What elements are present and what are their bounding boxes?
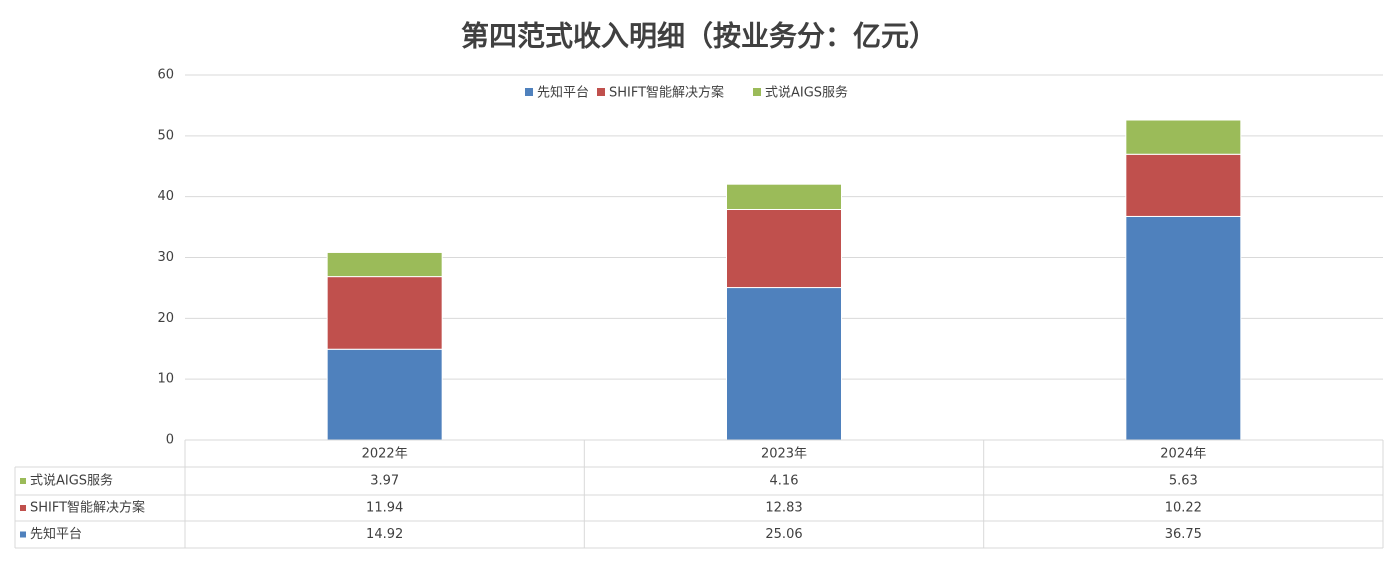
legend-swatch: [525, 88, 533, 96]
y-tick-label: 20: [157, 311, 174, 326]
table-cell: 12.83: [765, 501, 802, 516]
bar-segment: [1125, 153, 1242, 217]
table-row-label: 式说AIGS服务: [30, 473, 113, 489]
table-cell: 25.06: [765, 527, 802, 542]
bar-segment: [1125, 215, 1242, 441]
table-cell: 36.75: [1165, 527, 1202, 542]
bar-segment: [726, 209, 842, 289]
bar-segment: [326, 251, 443, 278]
x-tick-label: 2024年: [1160, 447, 1206, 462]
table-cell: 4.16: [770, 474, 799, 489]
table-legend-swatch: [20, 531, 26, 538]
y-tick-label: 0: [166, 433, 174, 448]
bar-segment: [1125, 119, 1242, 155]
y-tick-label: 60: [157, 68, 174, 83]
chart-title: 第四范式收入明细（按业务分：亿元）: [461, 20, 937, 53]
legend-label: 先知平台: [537, 85, 589, 101]
table-legend-swatch: [20, 478, 26, 484]
table-cell: 11.94: [366, 501, 403, 516]
table-cell: 5.63: [1169, 474, 1198, 489]
y-tick-label: 40: [157, 189, 174, 204]
y-tick-label: 10: [157, 372, 174, 387]
table-cell: 10.22: [1165, 501, 1202, 516]
legend-label: SHIFT智能解决方案: [609, 85, 724, 101]
table-row-label: 先知平台: [30, 526, 82, 542]
table-row-label: SHIFT智能解决方案: [30, 500, 145, 516]
table-legend-swatch: [20, 505, 26, 511]
x-tick-label: 2022年: [362, 447, 408, 462]
y-tick-label: 30: [157, 250, 174, 265]
bar-segment: [726, 287, 842, 441]
legend-label: 式说AIGS服务: [765, 85, 848, 101]
x-tick-label: 2023年: [761, 447, 807, 462]
bar-segment: [326, 276, 443, 350]
table-cell: 14.92: [366, 527, 403, 542]
bar-segment: [726, 183, 842, 211]
bar-segment: [326, 348, 443, 441]
legend-swatch: [753, 88, 761, 96]
table-cell: 3.97: [370, 474, 399, 489]
y-tick-label: 50: [157, 128, 174, 143]
legend-swatch: [597, 88, 605, 96]
